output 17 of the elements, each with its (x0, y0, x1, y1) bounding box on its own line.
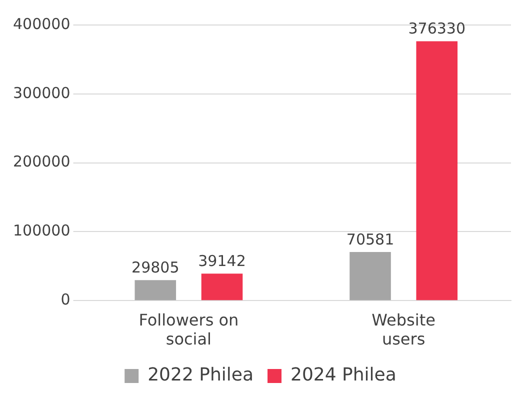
bar (134, 280, 176, 300)
y-tick-label: 200000 (12, 152, 70, 171)
x-tick-label: Followers on social (138, 310, 239, 349)
y-tick-label: 100000 (12, 222, 70, 240)
bar (350, 252, 391, 300)
data-label: 70581 (346, 230, 394, 248)
x-tick-label: Website users (372, 310, 436, 349)
bar (416, 41, 458, 300)
y-tick-label: 300000 (12, 84, 70, 102)
y-tick-label: 0 (60, 290, 70, 308)
legend-label: 2022 Philea (148, 364, 254, 386)
y-tick-label: 400000 (12, 14, 70, 33)
data-label: 29805 (132, 258, 180, 276)
legend-label: 2024 Philea (290, 364, 396, 386)
bar (201, 274, 243, 300)
data-label: 376330 (408, 20, 466, 38)
data-label: 39142 (198, 252, 246, 270)
